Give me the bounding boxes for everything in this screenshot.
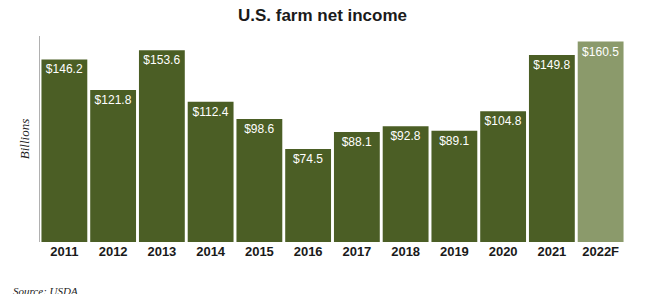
svg-text:Source: USDA: Source: USDA [13,285,78,294]
svg-text:$153.6: $153.6 [143,53,180,67]
svg-text:2019: 2019 [440,244,469,259]
svg-text:U.S. farm net income: U.S. farm net income [238,6,407,25]
svg-text:2013: 2013 [147,244,176,259]
svg-text:2012: 2012 [99,244,128,259]
svg-text:$149.8: $149.8 [533,58,570,72]
svg-text:2016: 2016 [294,244,323,259]
svg-text:$104.8: $104.8 [485,114,522,128]
svg-text:$92.8: $92.8 [390,129,420,143]
svg-text:$160.5: $160.5 [582,45,619,59]
svg-text:2018: 2018 [391,244,420,259]
svg-text:2011: 2011 [50,244,78,259]
svg-text:$88.1: $88.1 [342,135,372,149]
svg-text:2017: 2017 [342,244,371,259]
svg-text:$98.6: $98.6 [244,122,274,136]
svg-text:$89.1: $89.1 [439,134,469,148]
svg-text:Billions: Billions [17,119,32,159]
svg-text:2014: 2014 [196,244,226,259]
svg-text:2020: 2020 [489,244,518,259]
svg-text:$112.4: $112.4 [193,105,229,119]
svg-text:2021: 2021 [537,244,566,259]
svg-text:2022F: 2022F [582,244,619,259]
svg-text:$121.8: $121.8 [95,93,132,107]
svg-text:2015: 2015 [245,244,274,259]
svg-text:$146.2: $146.2 [46,62,83,76]
svg-text:$74.5: $74.5 [293,152,323,166]
